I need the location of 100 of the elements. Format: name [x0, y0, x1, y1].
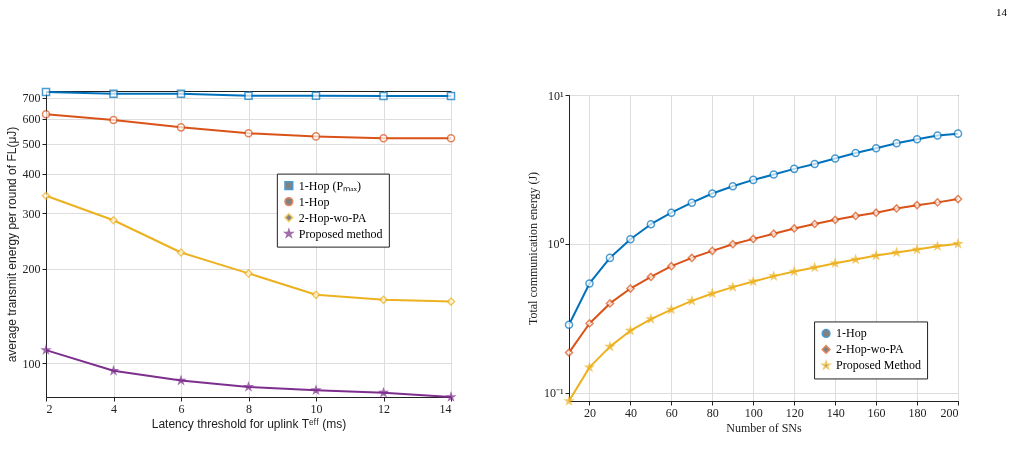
y-tick-label: 10⁰ [547, 237, 564, 252]
y-tick-label: 200 [22, 262, 41, 277]
point [830, 215, 840, 225]
text: 14 [996, 6, 1007, 18]
point [605, 342, 615, 351]
y-axis-title: average transmit energy per round of FL(μJ) [4, 126, 19, 363]
y-tick-label: 10¹ [547, 88, 564, 103]
y-tick-label: 600 [22, 112, 41, 127]
point [585, 279, 594, 288]
point [605, 299, 615, 308]
point [585, 319, 594, 328]
x-tick-label: 4 [111, 401, 117, 416]
x-tick-label: 120 [785, 405, 804, 420]
point [564, 348, 574, 357]
point [626, 284, 635, 293]
point [626, 326, 635, 335]
legend-label: Proposed Method [836, 358, 922, 373]
point [311, 91, 321, 101]
point [933, 241, 942, 250]
point [728, 181, 738, 191]
y-tick-label: 300 [22, 206, 41, 221]
point [41, 109, 51, 119]
point [626, 234, 635, 244]
x-tick-label: 8 [246, 401, 252, 416]
point [687, 198, 697, 207]
point [311, 385, 321, 394]
x-tick-label: 40 [624, 405, 637, 420]
legend-label: 1-Hop [836, 326, 867, 341]
x-tick-label: 100 [744, 405, 763, 420]
point [769, 170, 779, 179]
point [41, 191, 51, 201]
point [871, 208, 881, 217]
point [953, 194, 963, 204]
point [667, 208, 676, 217]
point [109, 89, 118, 99]
point [851, 148, 860, 158]
x-tick-label: 80 [706, 405, 719, 420]
legend-label: 2-Hop-wo-PA [836, 342, 904, 357]
point [244, 91, 253, 101]
point [748, 234, 758, 244]
point [892, 204, 901, 213]
point [708, 246, 717, 256]
legend-label: 1-Hop (Pₘₐₓ) [298, 178, 361, 193]
point [446, 91, 456, 101]
point [311, 290, 321, 300]
point [379, 295, 388, 305]
point [851, 211, 860, 221]
point [379, 133, 388, 143]
point [564, 320, 574, 330]
point [244, 129, 253, 138]
point [446, 133, 456, 143]
point [728, 239, 738, 249]
point [810, 219, 819, 229]
point [109, 115, 118, 125]
y-tick-label: 700 [22, 91, 41, 106]
point [244, 382, 253, 391]
point [912, 135, 922, 144]
x-tick-label: 12 [378, 401, 390, 416]
x-axis-title: Latency threshold for uplink Tᵉᶠᶠ (ms) [151, 416, 347, 431]
x-tick-label: 200 [940, 405, 959, 420]
point [41, 345, 51, 354]
point [748, 175, 758, 185]
point [810, 159, 819, 169]
x-tick-label: 6 [178, 401, 185, 416]
x-tick-label: 140 [826, 405, 845, 420]
y-tick-label: 10⁻¹ [543, 386, 564, 401]
point [109, 215, 118, 225]
point [646, 219, 656, 229]
point [687, 296, 696, 305]
point [379, 91, 388, 101]
point [769, 271, 778, 280]
point [728, 282, 737, 291]
point [379, 388, 388, 397]
legend-label: 1-Hop [298, 194, 330, 209]
x-tick-label: 60 [665, 405, 678, 420]
x-tick-label: 14 [439, 401, 452, 416]
legend-label: Proposed method [298, 226, 383, 241]
point [176, 89, 186, 99]
y-axis-title: Total communication energy (J) [525, 171, 540, 326]
x-tick-label: 2 [46, 401, 53, 416]
point [244, 269, 253, 278]
x-axis-title: Number of SNs [726, 420, 802, 435]
x-tick-label: 10 [310, 401, 323, 416]
point [311, 132, 321, 141]
legend-label: 2-Hop-wo-PA [298, 210, 367, 225]
point [605, 253, 615, 263]
point [687, 253, 697, 263]
point [912, 200, 922, 210]
point [708, 189, 717, 198]
point [176, 248, 186, 257]
point [953, 129, 963, 138]
y-tick-label: 400 [22, 167, 41, 182]
x-tick-label: 20 [583, 405, 596, 420]
point [176, 123, 186, 132]
point [933, 198, 942, 207]
point [789, 164, 799, 174]
point [109, 366, 118, 375]
point [953, 239, 963, 248]
point [830, 154, 840, 163]
x-tick-label: 180 [908, 405, 927, 420]
